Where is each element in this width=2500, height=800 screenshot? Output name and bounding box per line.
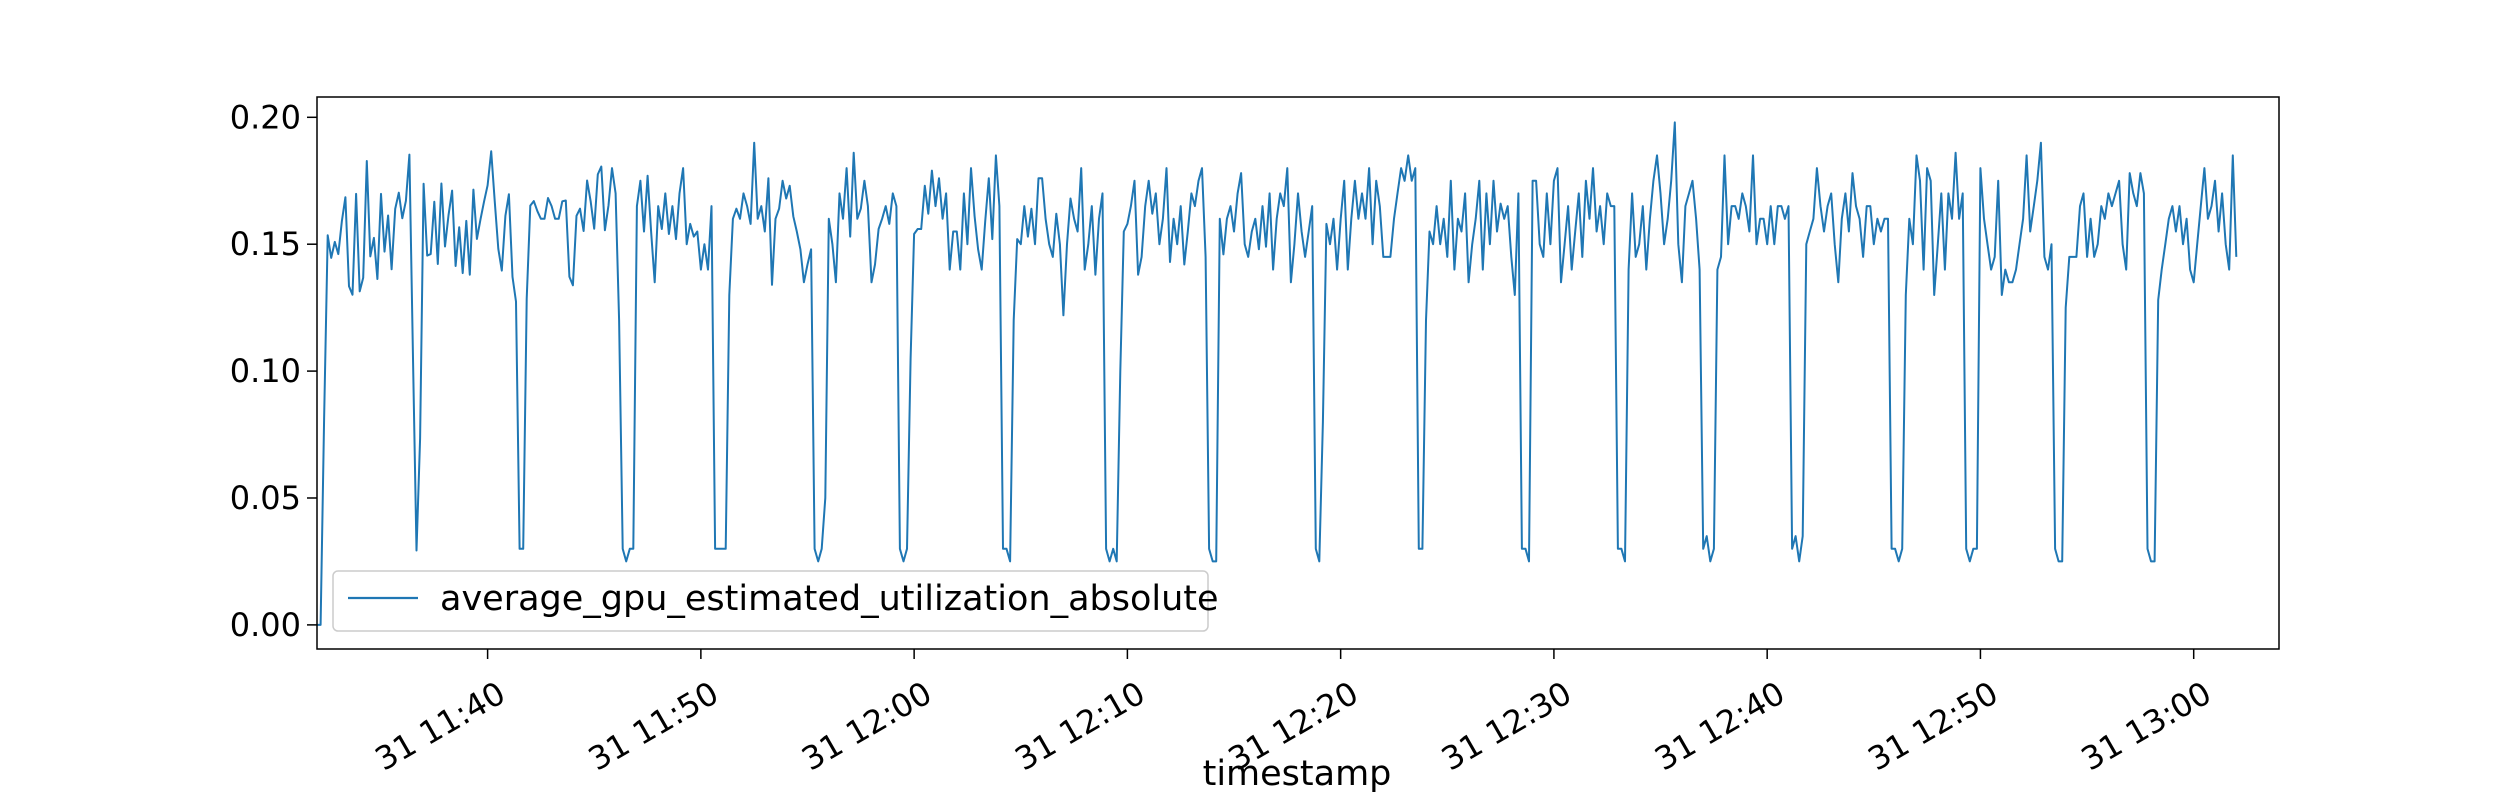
legend: average_gpu_estimated_utilization_absolu…	[332, 570, 1219, 632]
y-tick-label: 0.05	[230, 479, 301, 517]
x-tick-label: 31 13:00	[2075, 674, 2218, 778]
x-tick-label: 31 12:00	[795, 674, 938, 778]
y-tick-label: 0.15	[230, 225, 301, 263]
legend-frame	[332, 570, 1209, 632]
x-tick-label: 31 12:50	[1861, 674, 2004, 778]
plot-area	[317, 121, 2238, 626]
series-line-average-gpu-utilization	[317, 121, 2238, 626]
x-tick-label: 31 11:40	[369, 674, 512, 778]
y-tick-label: 0.20	[230, 98, 301, 136]
y-tick-label: 0.10	[230, 352, 301, 390]
y-tick-label: 0.00	[230, 606, 301, 644]
x-tick-label: 31 12:30	[1435, 674, 1578, 778]
y-axis: 0.00 0.05 0.10 0.15 0.20	[230, 98, 317, 644]
plot-frame	[316, 96, 2280, 650]
x-tick-label: 31 12:10	[1008, 674, 1151, 778]
x-tick-label: 31 11:50	[582, 674, 725, 778]
x-axis-label: timestamp	[1203, 754, 1392, 794]
legend-label: average_gpu_estimated_utilization_absolu…	[440, 579, 1219, 619]
x-tick-label: 31 12:40	[1648, 674, 1791, 778]
